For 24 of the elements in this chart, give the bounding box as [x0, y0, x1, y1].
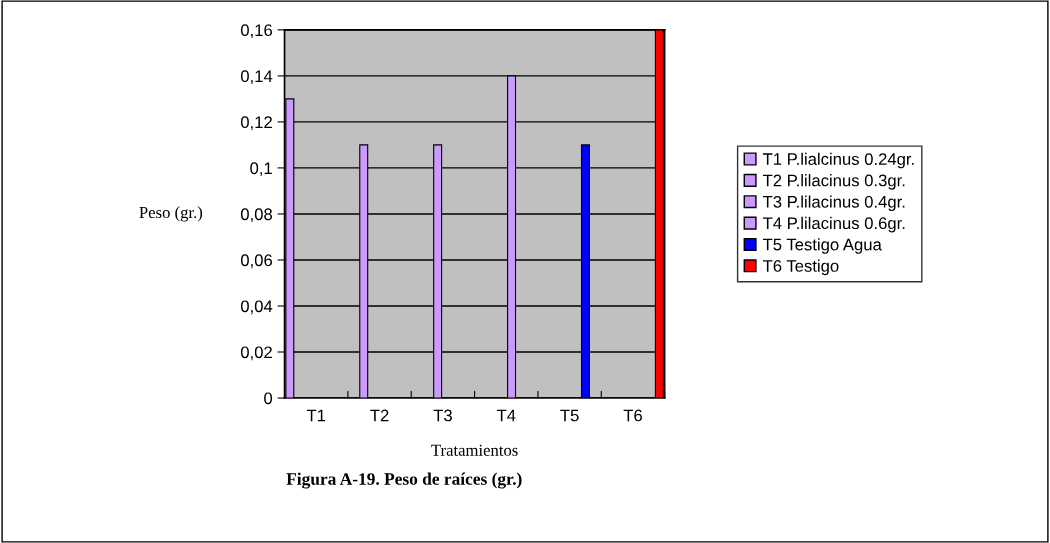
y-tick-label: 0,12: [240, 116, 272, 131]
x-axis-title: Tratamientos: [431, 444, 518, 456]
y-tick-label: 0,08: [240, 208, 273, 223]
legend-label: T1 P.lialcinus 0.24gr.: [762, 152, 914, 169]
text: Figura A-19. Peso de raíces (gr.): [286, 472, 522, 489]
legend-label: T4 P.lilacinus 0.6gr.: [762, 216, 905, 233]
y-axis-title: Peso (gr.): [139, 206, 203, 222]
y-tick-label: 0,14: [240, 70, 273, 85]
y-tick-label: 0,16: [240, 24, 273, 39]
x-tick-label: T4: [496, 409, 516, 422]
y-tick-label: 0,06: [240, 254, 273, 269]
x-tick-label: T6: [623, 409, 642, 422]
y-tick-label: 0,04: [240, 300, 273, 315]
x-tick-label: T2: [370, 409, 389, 422]
legend-label: T2 P.lilacinus 0.3gr.: [762, 174, 905, 190]
x-tick-label: T5: [560, 409, 579, 422]
legend-label: T6 Testigo: [762, 259, 839, 276]
legend-label: T3 P.lilacinus 0.4gr.: [762, 195, 905, 212]
legend-label: T5 Testigo Agua: [762, 238, 882, 254]
x-tick-label: T1: [306, 409, 326, 422]
y-tick-label: 0,1: [250, 162, 272, 177]
y-tick-label: 0,02: [240, 346, 272, 361]
y-tick-label: 0: [264, 392, 273, 405]
x-tick-label: T3: [433, 409, 452, 422]
